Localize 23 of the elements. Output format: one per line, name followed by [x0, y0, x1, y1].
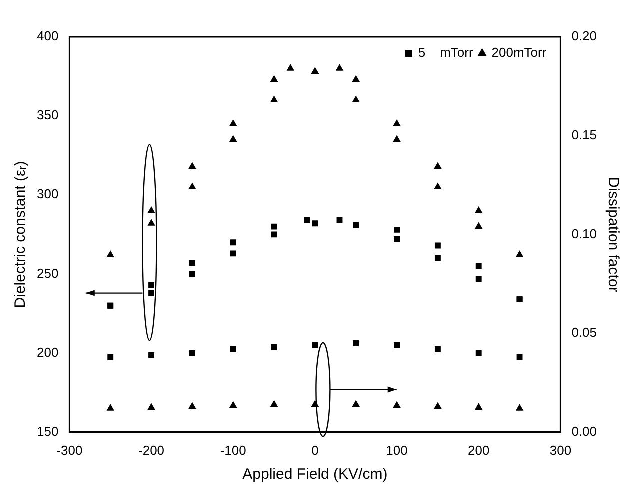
y-tick-label: 200 [36, 344, 59, 360]
y-tick-label: 150 [36, 424, 59, 439]
legend-label: 5 mTorr [418, 45, 474, 60]
y2-tick-label: 0.20 [572, 28, 598, 44]
x-tick-label: 200 [468, 442, 490, 458]
y-tick-label: 250 [36, 266, 59, 281]
x-tick-label: 300 [550, 442, 572, 458]
y2-axis-title: Dissipation factor [604, 177, 622, 292]
y2-tick-label: 0.10 [572, 226, 598, 242]
y2-tick-label: 0.05 [572, 325, 598, 340]
x-tick-label: 0 [312, 442, 319, 458]
y-tick-label: 400 [36, 28, 59, 44]
legend-label: 200mTorr [492, 45, 548, 60]
y-tick-label: 350 [36, 108, 59, 123]
x-tick-label: -300 [56, 442, 83, 458]
x-tick-label: -200 [138, 442, 165, 458]
y2-tick-label: 0.00 [572, 424, 598, 439]
y-tick-label: 300 [36, 186, 59, 202]
y-axis-title: Dielectric constant (εᵣ) [12, 161, 30, 308]
x-axis-title: Applied Field (KV/cm) [242, 466, 388, 484]
x-tick-label: -100 [220, 442, 246, 458]
y2-tick-label: 0.15 [572, 127, 598, 142]
x-tick-label: 100 [386, 442, 408, 458]
